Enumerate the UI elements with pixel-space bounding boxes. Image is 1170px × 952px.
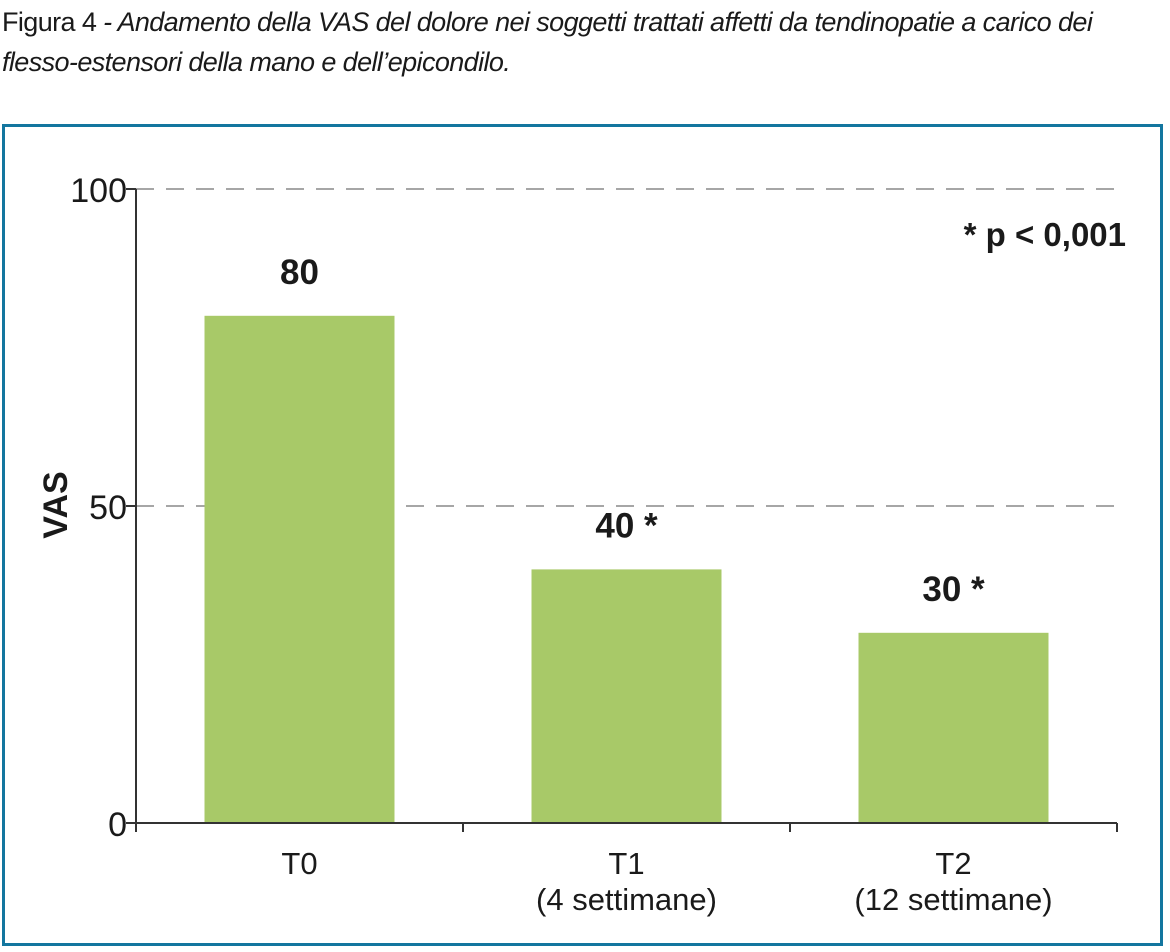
y-axis-label: VAS — [37, 471, 75, 538]
labels: 80 40 * 30 * 0 50 100 T0 T1(4 settimane) T2(12 s… — [70, 172, 1052, 917]
figure-caption-text: - Andamento della VAS del dolore nei sog… — [2, 7, 1093, 77]
axes — [126, 188, 1118, 832]
y-tick-label: 0 — [108, 806, 127, 844]
x-tick-sublabel: (4 settimane) — [536, 882, 717, 917]
value-label: 80 — [280, 253, 319, 292]
value-label: 40 * — [595, 506, 658, 545]
x-tick-label: T2 — [935, 846, 971, 881]
bars — [204, 315, 1049, 823]
figure-caption: Figura 4 - Andamento della VAS del dolor… — [2, 2, 1168, 82]
value-label: 30 * — [922, 570, 985, 609]
y-tick-label: 50 — [89, 489, 127, 527]
figure-number: Figura 4 — [2, 7, 97, 37]
y-tick-label: 100 — [70, 172, 127, 210]
bar — [858, 632, 1049, 823]
x-tick-label: T1 — [608, 846, 644, 881]
x-tick-label: T0 — [281, 846, 317, 881]
bar — [204, 315, 395, 823]
significance-note: * p < 0,001 — [964, 216, 1126, 253]
bar — [531, 569, 722, 823]
x-tick-sublabel: (12 settimane) — [854, 882, 1052, 917]
